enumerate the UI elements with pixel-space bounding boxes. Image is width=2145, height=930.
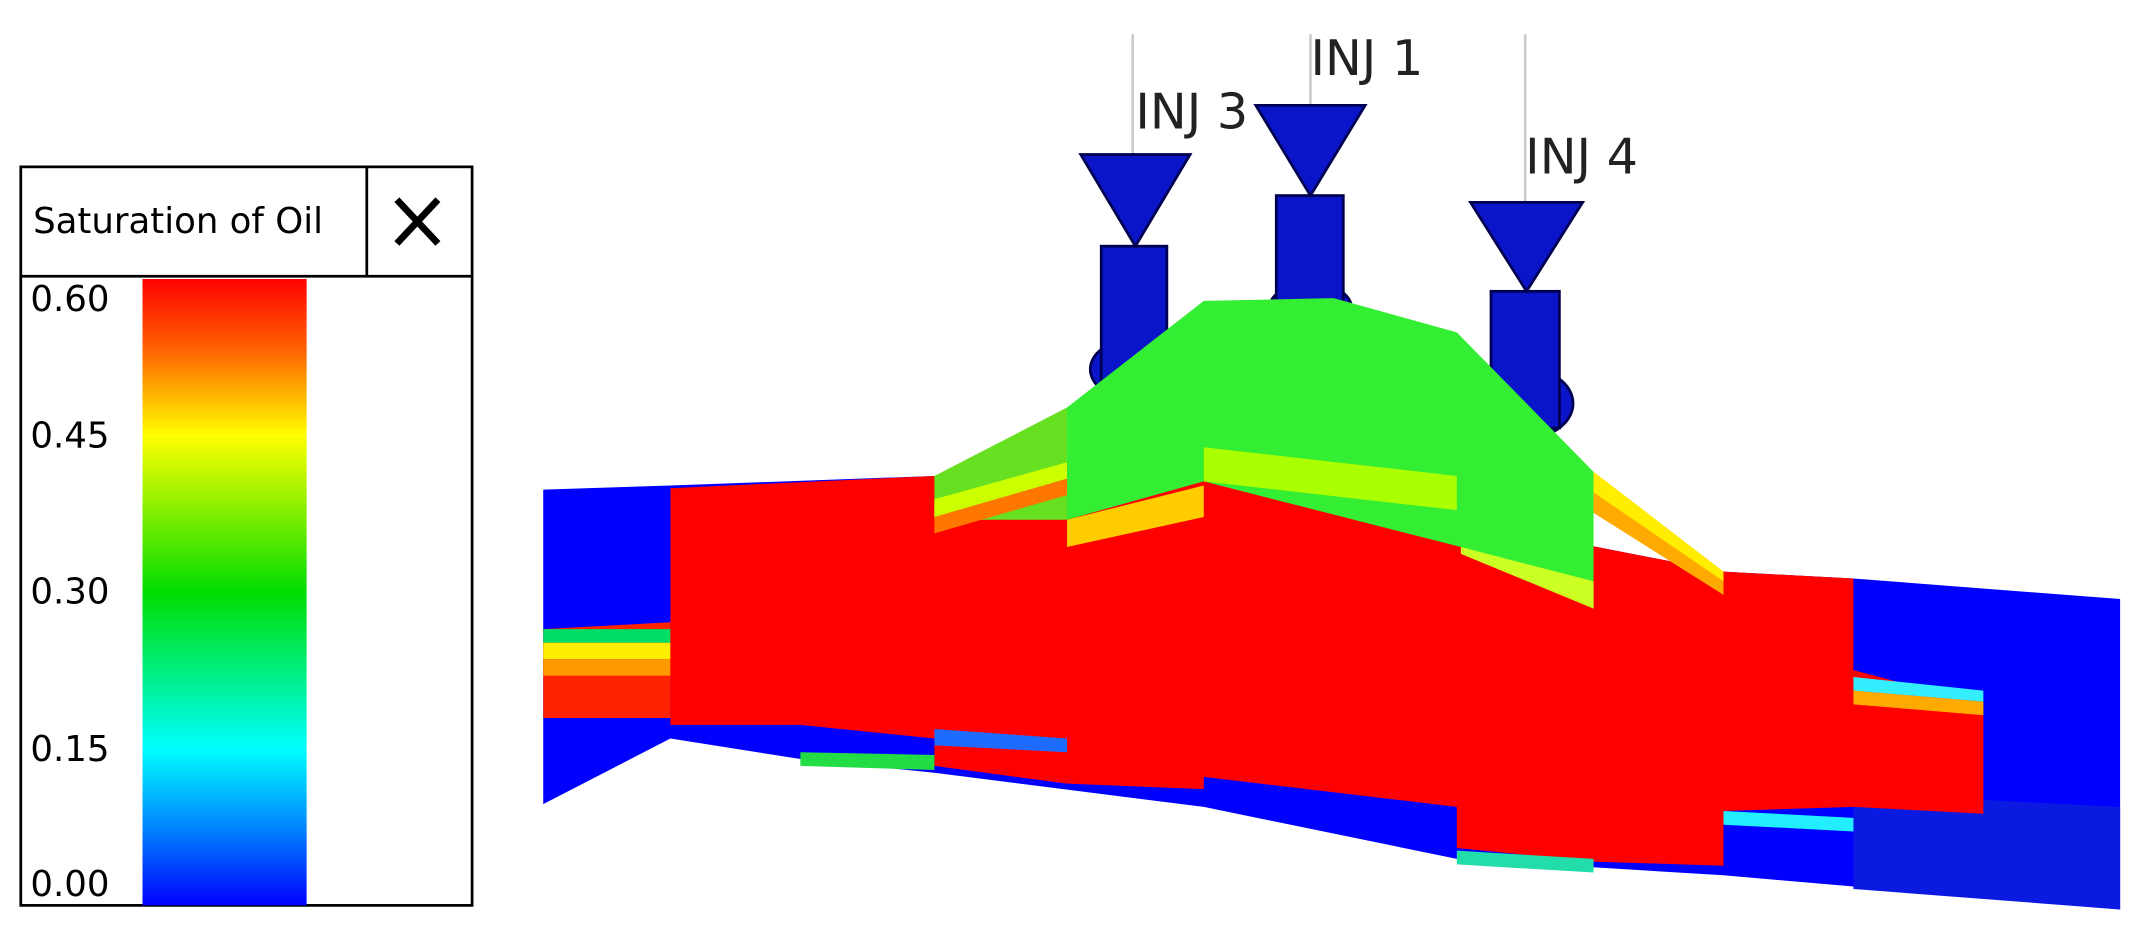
bottom-band (800, 752, 935, 770)
close-icon[interactable] (394, 197, 441, 246)
blue-zone-shade (1853, 793, 2121, 910)
oil-zone (670, 451, 1984, 866)
cap-zone (1067, 298, 1594, 609)
cap-band (934, 478, 1068, 534)
well-symbol (1468, 201, 1586, 294)
bottom-band (1853, 676, 1984, 702)
cap-band (1203, 447, 1457, 511)
bottom-band (1853, 690, 1984, 716)
cap-band (1460, 547, 1594, 609)
well-label: INJ 3 (1135, 82, 1248, 140)
well-cylinder (1274, 194, 1345, 314)
well-label: INJ 1 (1310, 29, 1423, 87)
reservoir (543, 451, 2121, 910)
bottom-band (934, 728, 1068, 753)
transition-band (543, 629, 671, 643)
color-bar (142, 279, 307, 906)
legend-title: Saturation of Oil (33, 201, 323, 242)
legend-tick-label: 0.00 (30, 864, 109, 905)
cap-band (934, 462, 1068, 517)
bottom-band (1723, 811, 1854, 832)
transition-band (543, 659, 671, 676)
legend-tick-label: 0.45 (30, 416, 109, 457)
cap-band (1067, 485, 1204, 548)
legend-tick-label: 0.15 (30, 729, 109, 770)
well-label: INJ 4 (1525, 128, 1638, 186)
legend-tick-label: 0.30 (30, 572, 109, 613)
transition-band (543, 642, 671, 660)
close-button[interactable] (369, 169, 470, 274)
gas-cap (934, 298, 1724, 609)
legend-tick-label: 0.60 (30, 279, 109, 320)
bottom-band (1456, 850, 1594, 873)
legend: Saturation of Oil 0.60 0.45 0.30 0.15 0.… (19, 165, 474, 907)
well-symbol (1078, 153, 1193, 249)
well-symbol (1253, 103, 1368, 199)
cap-band (1593, 471, 1724, 582)
